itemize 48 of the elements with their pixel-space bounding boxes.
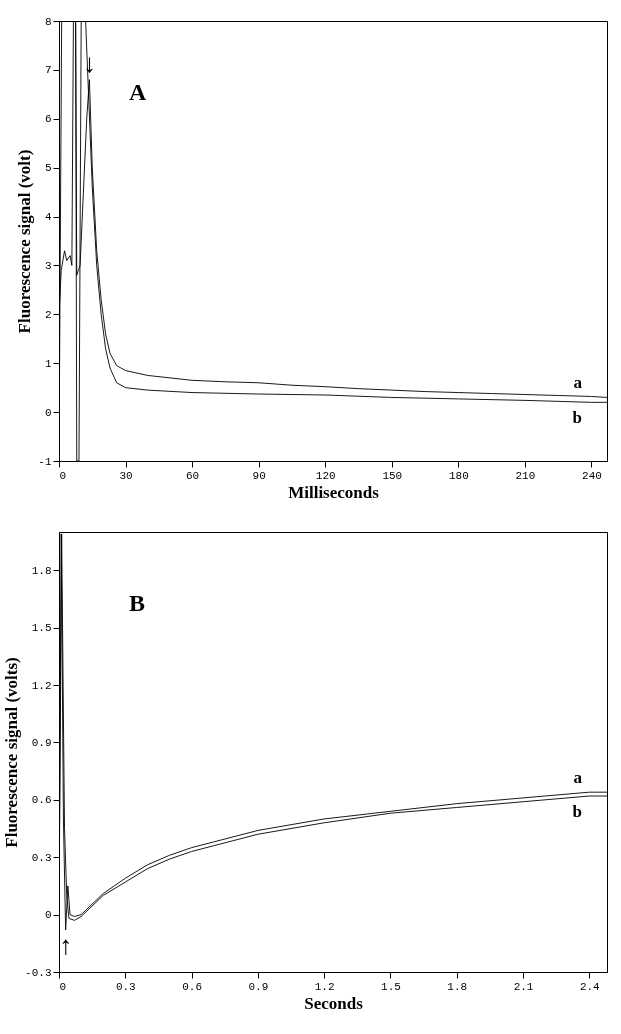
y-tick-label: 0.6 <box>31 794 52 807</box>
x-tick-label: 180 <box>448 469 469 482</box>
y-tick-label: 0.3 <box>31 851 52 864</box>
y-axis-title: Fluorescence signal (volts) <box>2 657 22 848</box>
x-tick-label: 0.9 <box>248 980 269 993</box>
x-tick-label: 0 <box>59 469 67 482</box>
y-tick-label: -1 <box>38 455 52 468</box>
x-tick-label: 240 <box>582 469 602 482</box>
series-label: b <box>572 802 582 821</box>
x-tick-label: 0 <box>59 980 67 993</box>
y-tick-label: 8 <box>44 15 52 28</box>
annotation: ↑ <box>59 930 73 960</box>
series-label: b <box>572 408 582 428</box>
y-tick-label: 0 <box>44 909 52 922</box>
x-axis-title: Seconds <box>304 993 364 1013</box>
x-tick-label: 1.5 <box>381 980 401 993</box>
x-tick-label: 1.2 <box>314 980 335 993</box>
y-tick-label: 3 <box>44 259 52 272</box>
y-tick-label: 4 <box>44 211 52 224</box>
annotation: ↓ <box>82 48 96 78</box>
y-tick-label: 0.9 <box>31 736 52 749</box>
series-label: a <box>573 373 583 393</box>
x-tick-label: 210 <box>515 469 536 482</box>
x-tick-label: 2.4 <box>579 980 601 993</box>
x-tick-label: 2.1 <box>513 980 534 993</box>
y-tick-label: 1.8 <box>31 564 52 577</box>
y-axis-title: Fluorescence signal (volt) <box>15 149 35 334</box>
y-tick-label: 0 <box>44 406 52 419</box>
x-tick-label: 150 <box>382 469 403 482</box>
series-label: a <box>573 768 583 788</box>
x-tick-label: 90 <box>252 469 266 482</box>
x-tick-label: 1.8 <box>447 980 468 993</box>
annotation: B <box>129 590 146 616</box>
y-tick-label: 5 <box>44 162 52 175</box>
x-tick-label: 0.3 <box>115 980 136 993</box>
annotation: A <box>129 79 147 105</box>
x-tick-label: 60 <box>186 469 200 482</box>
y-tick-label: 1.5 <box>31 622 52 635</box>
y-tick-label: -0.3 <box>25 966 52 979</box>
x-tick-label: 30 <box>119 469 133 482</box>
y-tick-label: 1 <box>44 357 52 370</box>
y-tick-label: 2 <box>44 308 52 321</box>
x-axis-title: Milliseconds <box>288 482 380 502</box>
y-tick-label: 7 <box>44 64 52 77</box>
x-tick-label: 0.6 <box>182 980 202 993</box>
x-tick-label: 120 <box>315 469 336 482</box>
y-tick-label: 6 <box>44 113 52 126</box>
y-tick-label: 1.2 <box>31 679 52 692</box>
